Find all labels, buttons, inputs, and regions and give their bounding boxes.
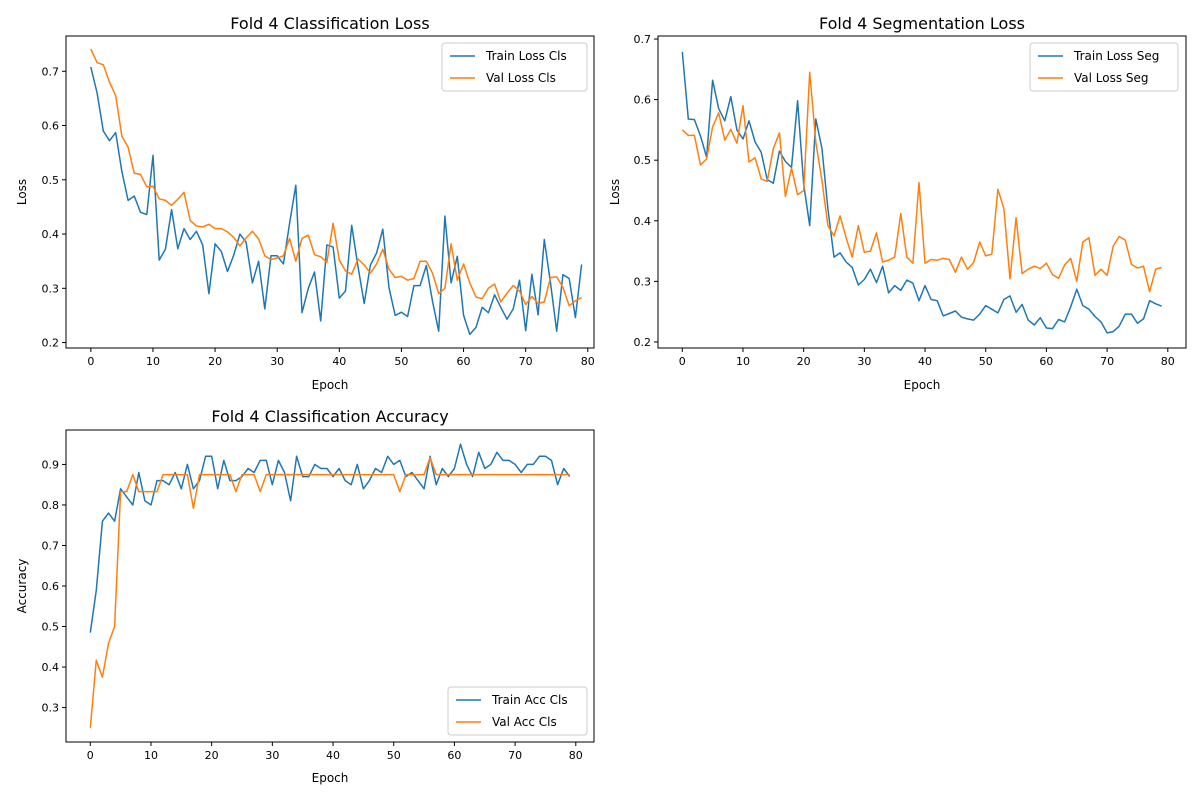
series-line-val-acc-cls <box>89 456 570 728</box>
x-tick-label: 80 <box>569 749 583 762</box>
series-line-train-loss-seg <box>681 51 1162 334</box>
y-tick-label: 0.5 <box>42 621 60 634</box>
ticks-layer: 0 10 20 30 40 50 60 70 80 0.3 0.4 0.5 0.6 0.7 0.8 0.9 <box>42 458 583 762</box>
y-tick-label: 0.9 <box>42 458 60 471</box>
axes-frame <box>657 35 1187 349</box>
chart-segmentation-loss: Fold 4 Segmentation Loss 0 10 20 30 40 50 60 70… <box>608 14 1187 392</box>
axes-frame <box>65 35 595 349</box>
legend-box <box>441 42 588 92</box>
legend-box <box>447 686 588 736</box>
y-tick-label: 0.7 <box>42 65 60 78</box>
legend: Train Loss Cls Val Loss Cls <box>441 42 588 92</box>
chart-classification-loss: Fold 4 Classification Loss 0 10 20 30 40 50 60… <box>15 14 595 392</box>
y-axis-label: Accuracy <box>15 559 29 614</box>
y-tick-label: 0.6 <box>634 94 652 107</box>
y-tick-label: 0.8 <box>42 499 60 512</box>
x-tick-label: 30 <box>857 355 871 368</box>
x-tick-label: 50 <box>387 749 401 762</box>
axes-frame <box>65 429 595 743</box>
lines-layer <box>681 51 1162 334</box>
series-line-val-loss-cls <box>90 48 582 307</box>
x-tick-label: 70 <box>508 749 522 762</box>
y-tick-label: 0.4 <box>634 215 652 228</box>
x-tick-label: 40 <box>918 355 932 368</box>
ticks-layer: 0 10 20 30 40 50 60 70 80 0.2 0.3 0.4 0.5 0.6 0.7 <box>42 65 595 368</box>
x-tick-label: 40 <box>326 749 340 762</box>
legend-box <box>1029 42 1179 92</box>
legend-label-train-loss-seg: Train Loss Seg <box>1073 49 1159 63</box>
x-tick-label: 40 <box>332 355 346 368</box>
y-axis-label: Loss <box>608 179 622 205</box>
legend-label-val-loss-cls: Val Loss Cls <box>486 71 556 85</box>
y-tick-label: 0.5 <box>634 154 652 167</box>
y-tick-label: 0.2 <box>42 337 60 350</box>
chart-classification-accuracy: Fold 4 Classification Accuracy 0 10 20 30 40… <box>15 407 595 785</box>
y-tick-label: 0.6 <box>42 580 60 593</box>
chart-title: Fold 4 Classification Accuracy <box>211 407 448 426</box>
legend: Train Acc Cls Val Acc Cls <box>447 686 588 736</box>
y-tick-label: 0.4 <box>42 228 60 241</box>
y-tick-label: 0.7 <box>42 539 60 552</box>
x-tick-label: 60 <box>447 749 461 762</box>
series-line-val-loss-seg <box>681 71 1162 293</box>
y-axis-label: Loss <box>15 179 29 205</box>
y-tick-label: 0.4 <box>42 661 60 674</box>
x-tick-label: 50 <box>394 355 408 368</box>
x-axis-label: Epoch <box>312 771 349 785</box>
plot-area: 0 10 20 30 40 50 60 70 80 0.2 0.3 0.4 0.5 0.6 0.7 <box>42 35 595 368</box>
y-tick-label: 0.2 <box>634 336 652 349</box>
plot-area: 0 10 20 30 40 50 60 70 80 0.3 0.4 0.5 0.6 0.7 0.8 0.9 <box>42 429 595 762</box>
x-tick-label: 0 <box>87 355 94 368</box>
x-tick-label: 50 <box>979 355 993 368</box>
y-tick-label: 0.3 <box>634 275 652 288</box>
x-tick-label: 30 <box>270 355 284 368</box>
x-tick-label: 10 <box>144 749 158 762</box>
y-tick-label: 0.5 <box>42 174 60 187</box>
x-tick-label: 20 <box>205 749 219 762</box>
x-tick-label: 20 <box>797 355 811 368</box>
y-tick-label: 0.3 <box>42 702 60 715</box>
x-tick-label: 60 <box>1039 355 1053 368</box>
legend-label-train-acc-cls: Train Acc Cls <box>491 693 568 707</box>
y-tick-label: 0.7 <box>634 33 652 46</box>
x-tick-label: 10 <box>146 355 160 368</box>
legend-label-val-acc-cls: Val Acc Cls <box>492 715 557 729</box>
x-tick-label: 60 <box>457 355 471 368</box>
chart-title: Fold 4 Segmentation Loss <box>819 14 1025 33</box>
y-tick-label: 0.6 <box>42 120 60 133</box>
x-tick-label: 0 <box>679 355 686 368</box>
x-tick-label: 70 <box>519 355 533 368</box>
legend-label-train-loss-cls: Train Loss Cls <box>485 49 567 63</box>
y-tick-label: 0.3 <box>42 282 60 295</box>
x-tick-label: 20 <box>208 355 222 368</box>
series-line-train-loss-cls <box>90 66 583 336</box>
plot-area: 0 10 20 30 40 50 60 70 80 0.2 0.3 0.4 0.5 0.6 0.7 <box>634 33 1187 368</box>
x-tick-label: 80 <box>1161 355 1175 368</box>
series-line-train-acc-cls <box>89 443 571 633</box>
x-axis-label: Epoch <box>904 378 941 392</box>
x-tick-label: 30 <box>265 749 279 762</box>
legend-label-val-loss-seg: Val Loss Seg <box>1074 71 1149 85</box>
chart-title: Fold 4 Classification Loss <box>230 14 429 33</box>
ticks-layer: 0 10 20 30 40 50 60 70 80 0.2 0.3 0.4 0.5 0.6 0.7 <box>634 33 1175 368</box>
x-axis-label: Epoch <box>312 378 349 392</box>
x-tick-label: 10 <box>736 355 750 368</box>
x-tick-label: 80 <box>581 355 595 368</box>
lines-layer <box>89 443 571 728</box>
legend: Train Loss Seg Val Loss Seg <box>1029 42 1179 92</box>
x-tick-label: 0 <box>87 749 94 762</box>
x-tick-label: 70 <box>1100 355 1114 368</box>
lines-layer <box>90 48 583 336</box>
